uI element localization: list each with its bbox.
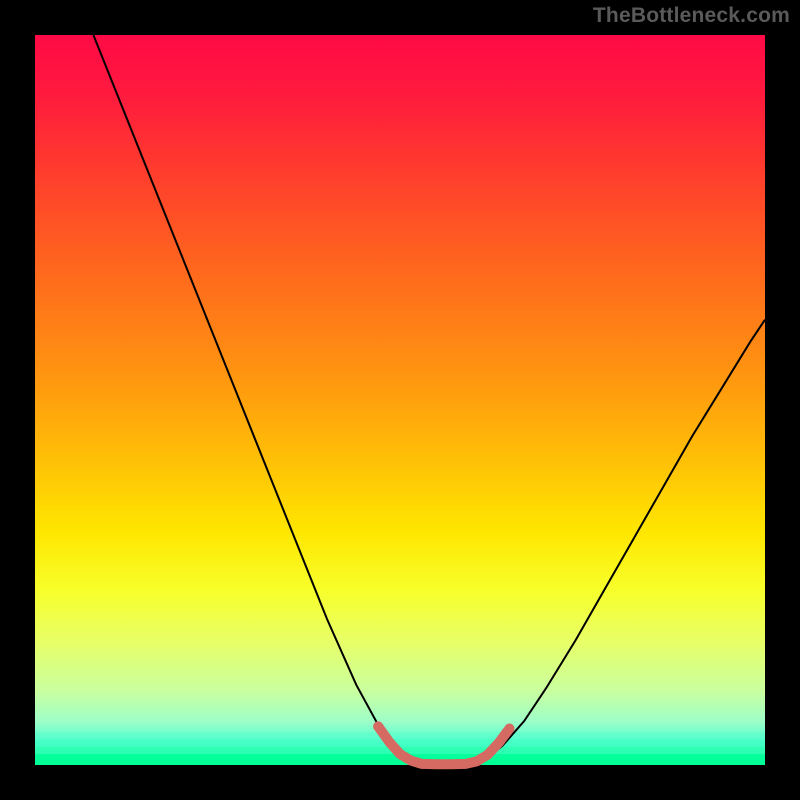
bottleneck-chart — [0, 0, 800, 800]
bottom-stripe — [35, 732, 765, 739]
chart-container: { "watermark": { "text": "TheBottleneck.… — [0, 0, 800, 800]
bottom-stripe — [35, 739, 765, 746]
plot-background — [35, 35, 765, 765]
watermark-text: TheBottleneck.com — [593, 4, 790, 28]
